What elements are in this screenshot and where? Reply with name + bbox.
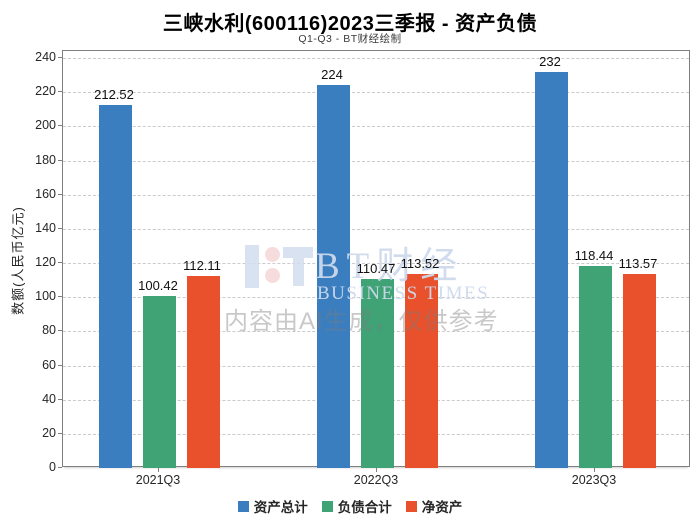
y-tick-mark xyxy=(58,467,62,468)
x-tick-label: 2023Q3 xyxy=(571,473,617,487)
y-tick-label: 200 xyxy=(35,118,56,133)
bar-资产总计-2022Q3 xyxy=(316,85,350,468)
bar-负债合计-2021Q3 xyxy=(142,296,176,468)
legend-item-负债合计: 负债合计 xyxy=(321,496,392,516)
y-tick-mark xyxy=(58,227,62,229)
y-tick-label: 100 xyxy=(35,289,56,304)
y-tick-label: 0 xyxy=(49,460,56,474)
y-tick-label: 20 xyxy=(42,425,56,440)
plot-area xyxy=(62,50,690,468)
grid-line xyxy=(63,126,689,128)
grid-line xyxy=(63,194,689,196)
y-tick-label: 240 xyxy=(35,50,56,64)
chart-subtitle: Q1-Q3 - BT财经绘制 xyxy=(298,33,402,45)
bar-净资产-2023Q3 xyxy=(622,273,656,468)
bar-value-label: 212.52 xyxy=(94,86,134,102)
y-tick-mark xyxy=(58,398,62,400)
legend-label: 资产总计 xyxy=(253,500,308,515)
legend-item-资产总计: 资产总计 xyxy=(237,496,308,516)
y-tick-mark xyxy=(58,193,62,195)
x-tick-mark xyxy=(376,468,377,472)
legend: 资产总计 负债合计 净资产 xyxy=(0,496,700,516)
legend-label: 负债合计 xyxy=(337,500,392,515)
grid-line xyxy=(63,58,689,59)
bar-净资产-2021Q3 xyxy=(186,276,220,468)
bar-负债合计-2023Q3 xyxy=(578,265,612,468)
legend-item-净资产: 净资产 xyxy=(405,496,463,516)
grid-line xyxy=(63,263,689,264)
bar-value-label: 112.11 xyxy=(183,258,221,274)
y-tick-mark xyxy=(58,159,62,161)
y-tick-mark xyxy=(58,125,62,127)
y-tick-mark xyxy=(58,296,62,298)
bar-净资产-2022Q3 xyxy=(404,274,438,468)
x-tick-label: 2021Q3 xyxy=(135,473,181,487)
bar-value-label: 113.52 xyxy=(400,256,440,272)
x-tick-mark xyxy=(158,468,159,472)
y-tick-label: 140 xyxy=(35,220,56,235)
legend-label: 净资产 xyxy=(421,500,463,515)
y-tick-mark xyxy=(58,57,62,58)
x-tick-mark xyxy=(594,468,595,472)
grid-line xyxy=(63,228,689,230)
legend-swatch-icon xyxy=(237,500,249,512)
y-tick-label: 160 xyxy=(35,186,56,201)
y-tick-mark xyxy=(58,432,62,434)
y-tick-mark xyxy=(58,262,62,263)
y-tick-label: 80 xyxy=(42,323,56,338)
grid-line xyxy=(63,160,689,162)
y-tick-mark xyxy=(58,364,62,366)
x-tick-label: 2022Q3 xyxy=(353,473,399,487)
y-tick-label: 120 xyxy=(35,255,56,269)
y-tick-label: 60 xyxy=(42,357,56,372)
legend-swatch-icon xyxy=(321,500,333,512)
y-tick-label: 40 xyxy=(42,391,56,406)
y-tick-mark xyxy=(58,91,62,93)
bar-value-label: 113.57 xyxy=(618,255,658,271)
y-tick-label: 220 xyxy=(35,84,56,99)
legend-swatch-icon xyxy=(405,500,417,512)
bar-负债合计-2022Q3 xyxy=(360,279,394,468)
y-tick-label: 180 xyxy=(35,152,56,167)
bar-value-label: 110.47 xyxy=(356,261,396,277)
bar-value-label: 118.44 xyxy=(574,247,614,263)
chart-title: 三峡水利(600116)2023三季报 - 资产负债 xyxy=(162,13,538,35)
grid-line xyxy=(63,92,689,94)
y-tick-mark xyxy=(58,330,62,332)
bar-value-label: 232 xyxy=(539,53,561,69)
bar-value-label: 100.42 xyxy=(138,278,178,294)
bar-资产总计-2023Q3 xyxy=(534,71,568,468)
bar-value-label: 224 xyxy=(321,67,343,83)
bar-资产总计-2021Q3 xyxy=(98,104,132,468)
